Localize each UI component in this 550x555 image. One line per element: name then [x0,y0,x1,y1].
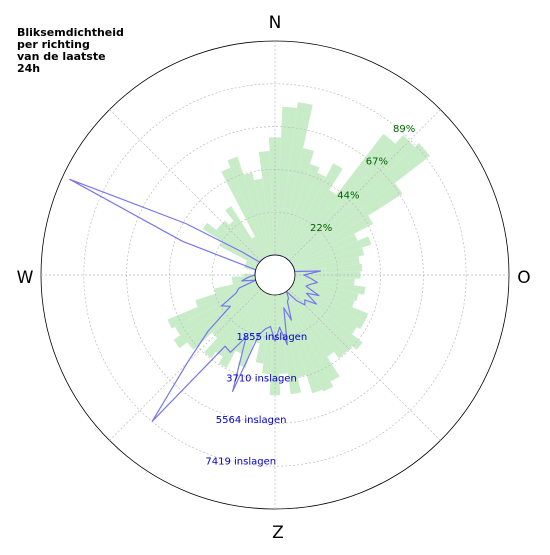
percentage-bar [292,233,358,268]
percentage-bar [219,241,259,266]
percentage-bar [294,277,366,295]
compass-label: N [269,13,282,33]
center-circle [254,254,296,296]
percentage-bar [268,137,282,256]
percentage-bar [285,290,335,357]
percentage-bar [218,291,266,368]
percentage-bar [175,284,259,336]
percentage-bar [243,172,271,256]
chart-title-line: Bliksemdichtheid [17,26,124,39]
percentage-bar [214,279,256,294]
percentage-bar [279,294,307,378]
percentage-bar [258,151,275,256]
chart-title-line: van de laatste [17,50,106,63]
percentage-bar [244,262,257,269]
percentage-bar [173,285,260,349]
percentage-bar [287,133,396,261]
count-tick-label: 5564 inslagen [216,415,287,426]
percentage-bar [215,290,265,357]
compass-labels-layer: N O Z W [17,13,531,543]
percentage-bar [262,294,275,374]
percentage-tick-label: 89% [393,124,415,135]
percentage-bar [291,215,374,266]
percentage-bar [290,183,403,265]
percentage-bar [292,282,369,322]
count-line-layer [69,178,321,422]
percentage-bar [294,256,360,273]
count-tick-label: 3710 inslagen [226,373,297,384]
percentage-bar [285,189,337,260]
compass-label: O [517,268,530,288]
chart-title: Bliksemdichtheid per richting van de laa… [17,27,177,75]
percentage-tick-label: 22% [310,223,332,234]
compass-label: W [17,268,34,288]
percentage-bar [293,236,372,269]
percentage-bar [275,294,288,374]
percentage-bar [275,106,297,256]
percentage-bars-layer [167,102,431,396]
chart-title-line: per richting [17,38,90,51]
count-tick-label: 7419 inslagen [205,457,276,468]
percentage-tick-label: 44% [337,191,359,202]
percentage-tick-label: 67% [366,157,388,168]
polar-grid [40,40,510,510]
percentage-bar [251,236,266,259]
percentage-bar [284,163,343,259]
percentage-bar [277,102,313,256]
percentage-bar [279,148,315,256]
percentage-bar [269,294,281,396]
percentage-bar [281,163,320,257]
percentage-bar [291,284,365,330]
percentage-bar [228,220,263,261]
grid-ring [83,83,467,467]
percentage-bar [282,172,327,258]
percentage-bar [277,294,302,395]
percentage-bar [287,289,346,359]
chart-title-line: 24h [17,62,41,75]
percentage-bar [284,291,340,382]
percentage-bar [225,206,265,260]
percentage-bar [294,247,365,271]
percentage-bar [289,142,431,263]
compass-label: Z [272,523,284,543]
percentage-bar [235,292,268,355]
percentage-bar [221,167,268,258]
percentage-bar [293,281,355,308]
percentage-bar [289,287,363,350]
tick-labels-layer: 22% 44% 67% 89% 1855 inslagen 3710 inslagen 55… [205,124,415,467]
percentage-bar [204,289,263,359]
percentage-bar [282,292,334,392]
percentage-bar [255,294,273,364]
percentage-bar [227,156,269,257]
percentage-bar [290,285,357,335]
percentage-bar [245,260,258,268]
percentage-bar [253,294,271,344]
grid-ring [211,211,339,339]
percentage-bar [253,178,273,256]
count-tick-label: 1855 inslagen [236,332,307,343]
percentage-bar [237,293,269,368]
